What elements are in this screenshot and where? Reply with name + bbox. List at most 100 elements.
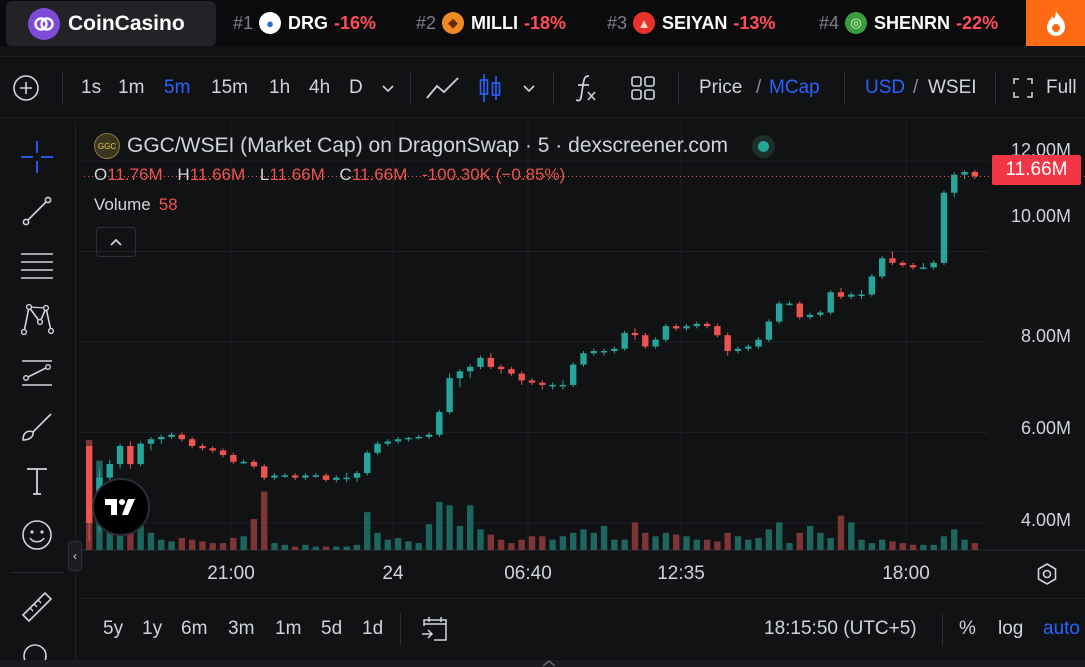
layouts-button[interactable] <box>630 57 656 119</box>
brand-name: CoinCasino <box>68 11 185 35</box>
volume-bar <box>930 544 937 550</box>
auto-scale-toggle[interactable]: auto <box>1043 618 1080 639</box>
usd-toggle[interactable]: USD <box>865 77 906 98</box>
candle-body <box>652 339 659 347</box>
interval-d[interactable]: D <box>349 77 363 98</box>
brush-tool[interactable] <box>15 405 59 449</box>
clock-readout[interactable]: 18:15:50 (UTC+5) <box>764 618 917 639</box>
volume-bar <box>631 522 639 550</box>
range-1d[interactable]: 1d <box>362 618 384 639</box>
volume-bar <box>693 539 700 550</box>
pattern-icon <box>20 303 55 336</box>
interval-5m[interactable]: 5m <box>164 77 191 98</box>
seiyan-coin-icon: ▲ <box>633 12 656 34</box>
pattern-tool[interactable] <box>15 297 59 341</box>
candle-body <box>425 434 433 437</box>
drawing-tools-sidebar <box>0 121 76 667</box>
candle-body <box>343 477 350 480</box>
bottom-divider <box>400 613 401 645</box>
low-value: 11.66M <box>269 165 325 184</box>
go-to-date-button[interactable] <box>420 599 450 659</box>
candle-body <box>302 475 309 478</box>
candle-body <box>580 353 587 365</box>
volume-bar <box>724 532 731 550</box>
candlestick-chart[interactable] <box>80 121 1085 598</box>
add-symbol-button[interactable] <box>12 57 40 119</box>
chart-pane[interactable]: GGC GGC/WSEI (Market Cap) on DragonSwap … <box>68 121 1085 598</box>
chart-style-dropdown-button[interactable] <box>521 57 537 119</box>
interval-1h[interactable]: 1h <box>269 77 291 98</box>
y-axis-label: 10.00M <box>1010 206 1071 226</box>
range-3m[interactable]: 3m <box>228 618 255 639</box>
ticker-item-drg[interactable]: #1 ● DRG -16% <box>233 0 376 46</box>
price-toggle[interactable]: Price <box>699 77 743 98</box>
interval-15m[interactable]: 15m <box>211 77 248 98</box>
candle-body <box>755 339 762 347</box>
candle-body <box>909 265 917 268</box>
zoom-tool[interactable] <box>15 636 59 667</box>
fib-tool[interactable] <box>15 243 59 287</box>
sidebar-toggle-button[interactable]: ‹ <box>68 541 82 571</box>
candle-body <box>271 475 278 478</box>
ticker-item-seiyan[interactable]: #3 ▲ SEIYAN -13% <box>607 0 775 46</box>
forecast-tool[interactable] <box>15 351 59 395</box>
y-axis-label: 8.00M <box>1020 326 1071 346</box>
interval-4h[interactable]: 4h <box>309 77 331 98</box>
trending-fire-button[interactable] <box>1026 0 1085 46</box>
calendar-goto-icon <box>422 617 447 641</box>
resize-strip[interactable] <box>0 660 1085 667</box>
last-price-tag: 11.66M <box>992 155 1081 185</box>
candle-body <box>508 369 515 374</box>
volume-bar <box>765 529 773 550</box>
candle-body <box>333 477 340 480</box>
ohlc-legend: O11.76M H11.66M L11.66M C11.66M -100.30K… <box>94 165 575 185</box>
ticker-change: -22% <box>956 12 999 33</box>
candle-body <box>951 174 958 193</box>
interval-dropdown-button[interactable] <box>380 57 396 119</box>
range-6m[interactable]: 6m <box>181 618 208 639</box>
chart-style-line-button[interactable] <box>425 57 461 119</box>
candle-body <box>312 475 319 477</box>
mcap-toggle[interactable]: MCap <box>769 77 820 98</box>
volume-bar <box>621 539 628 550</box>
x-axis-label: 06:40 <box>504 563 552 584</box>
emoji-tool[interactable] <box>15 513 59 557</box>
candle-body <box>291 475 299 478</box>
ticker-item-shenrn[interactable]: #4 ◎ SHENRN -22% <box>819 0 998 46</box>
log-toggle[interactable]: log <box>998 618 1024 639</box>
volume-bar <box>230 537 237 550</box>
range-1y[interactable]: 1y <box>142 618 163 639</box>
collapse-legend-button[interactable] <box>96 227 136 257</box>
candle-body <box>446 378 453 413</box>
chart-legend-title: GGC GGC/WSEI (Market Cap) on DragonSwap … <box>94 133 770 159</box>
crosshair-tool[interactable] <box>15 135 59 179</box>
low-key: L <box>259 165 270 184</box>
volume-bar <box>497 539 505 550</box>
brand-button[interactable]: CoinCasino <box>6 1 216 46</box>
trend-line-tool[interactable] <box>15 189 59 233</box>
chart-settings-icon[interactable] <box>1035 562 1059 586</box>
chart-style-candles-button[interactable] <box>478 57 502 119</box>
candle-body <box>384 441 392 444</box>
chart-toolbar: 1s 1m 5m 15m 1h 4h D Price / MCap USD / … <box>0 56 1085 118</box>
volume-bar <box>209 543 216 550</box>
ticker-item-milli[interactable]: #2 ◆ MILLI -18% <box>416 0 566 46</box>
candle-body <box>878 258 886 277</box>
fullscreen-button[interactable]: Full <box>1012 57 1077 119</box>
range-5d[interactable]: 5d <box>321 618 343 639</box>
candle-body <box>364 452 371 474</box>
interval-1s[interactable]: 1s <box>81 77 102 98</box>
volume-bar <box>940 536 948 550</box>
range-1m[interactable]: 1m <box>275 618 302 639</box>
range-5y[interactable]: 5y <box>103 618 124 639</box>
indicators-button[interactable] <box>573 57 599 119</box>
tradingview-logo[interactable] <box>92 478 150 536</box>
interval-1m[interactable]: 1m <box>118 77 145 98</box>
volume-bar <box>878 539 886 550</box>
volume-bar <box>652 536 659 550</box>
percent-toggle[interactable]: % <box>959 618 976 639</box>
wsei-toggle[interactable]: WSEI <box>928 77 977 98</box>
ticker-symbol: DRG <box>288 12 329 33</box>
measure-tool[interactable] <box>15 585 59 629</box>
text-tool[interactable] <box>15 459 59 503</box>
